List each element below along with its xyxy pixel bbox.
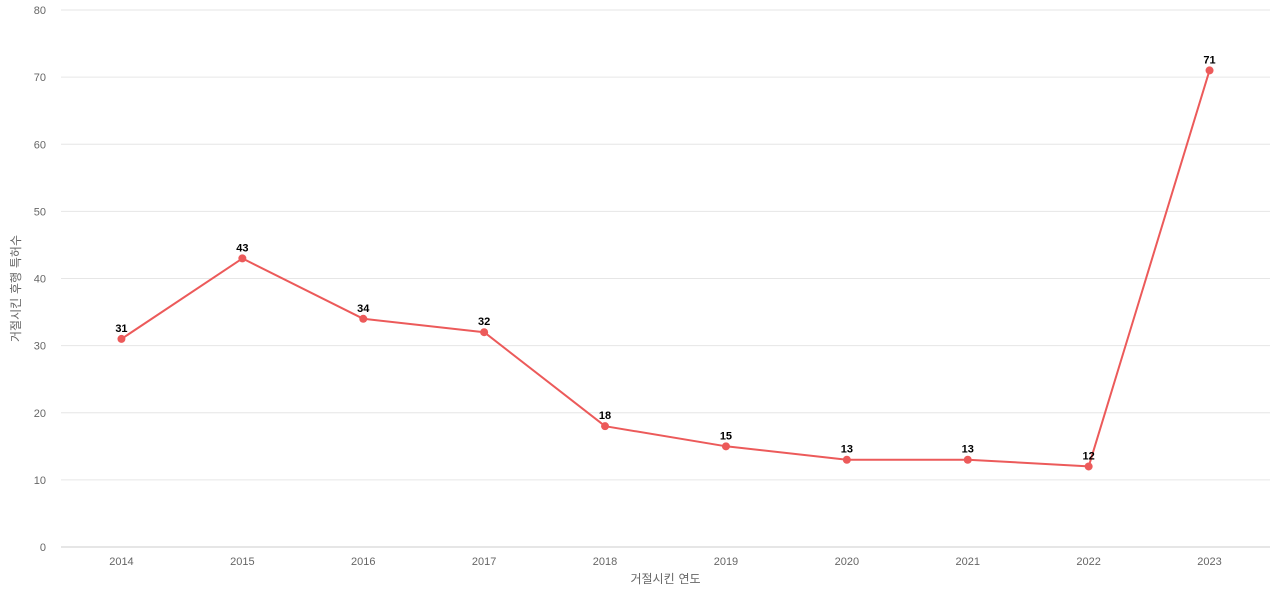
data-point[interactable]	[1084, 462, 1093, 471]
data-label: 15	[720, 430, 732, 442]
data-labels: 31 43 34 32 18 15 13 13 12 71	[115, 54, 1215, 462]
data-point[interactable]	[721, 442, 730, 451]
y-tick-label: 50	[34, 206, 46, 218]
y-tick-label: 80	[34, 5, 46, 17]
data-label: 43	[236, 242, 248, 254]
y-tick-label: 0	[40, 542, 46, 554]
gridlines	[61, 9, 1270, 548]
data-point[interactable]	[117, 334, 126, 343]
data-label: 18	[599, 410, 611, 422]
x-tick-label: 2020	[835, 556, 859, 568]
data-label: 32	[478, 316, 490, 328]
data-point[interactable]	[480, 328, 489, 337]
x-axis-title: 거절시킨 연도	[630, 572, 700, 586]
data-point[interactable]	[963, 455, 972, 464]
y-tick-label: 10	[34, 475, 46, 487]
data-label: 13	[841, 444, 853, 456]
data-label: 13	[962, 444, 974, 456]
x-tick-label: 2022	[1076, 556, 1100, 568]
series-layer	[117, 66, 1214, 471]
data-point[interactable]	[238, 254, 247, 263]
series-line	[120, 70, 1211, 468]
data-point[interactable]	[359, 314, 368, 323]
data-label: 71	[1203, 54, 1215, 66]
x-tick-label: 2015	[230, 556, 254, 568]
data-point[interactable]	[1205, 66, 1214, 75]
x-tick-label: 2018	[593, 556, 617, 568]
y-tick-label: 30	[34, 341, 46, 353]
x-tick-label: 2019	[714, 556, 738, 568]
y-axis: 0 10 20 30 40 50 60 70 80	[34, 5, 46, 554]
data-label: 34	[357, 303, 370, 315]
y-axis-title: 거절시킨 후행 특허수	[8, 235, 23, 342]
x-tick-label: 2017	[472, 556, 496, 568]
y-tick-label: 40	[34, 274, 46, 286]
x-tick-label: 2014	[109, 556, 133, 568]
x-tick-label: 2021	[956, 556, 980, 568]
data-label: 31	[115, 323, 127, 335]
data-point[interactable]	[601, 422, 610, 431]
x-axis: 2014 2015 2016 2017 2018 2019 2020 2021 2022 2023	[109, 556, 1222, 568]
x-tick-label: 2023	[1197, 556, 1221, 568]
y-tick-label: 60	[34, 139, 46, 151]
y-tick-label: 20	[34, 408, 46, 420]
x-tick-label: 2016	[351, 556, 375, 568]
data-point[interactable]	[842, 455, 851, 464]
data-label: 12	[1083, 450, 1095, 462]
y-tick-label: 70	[34, 72, 46, 84]
